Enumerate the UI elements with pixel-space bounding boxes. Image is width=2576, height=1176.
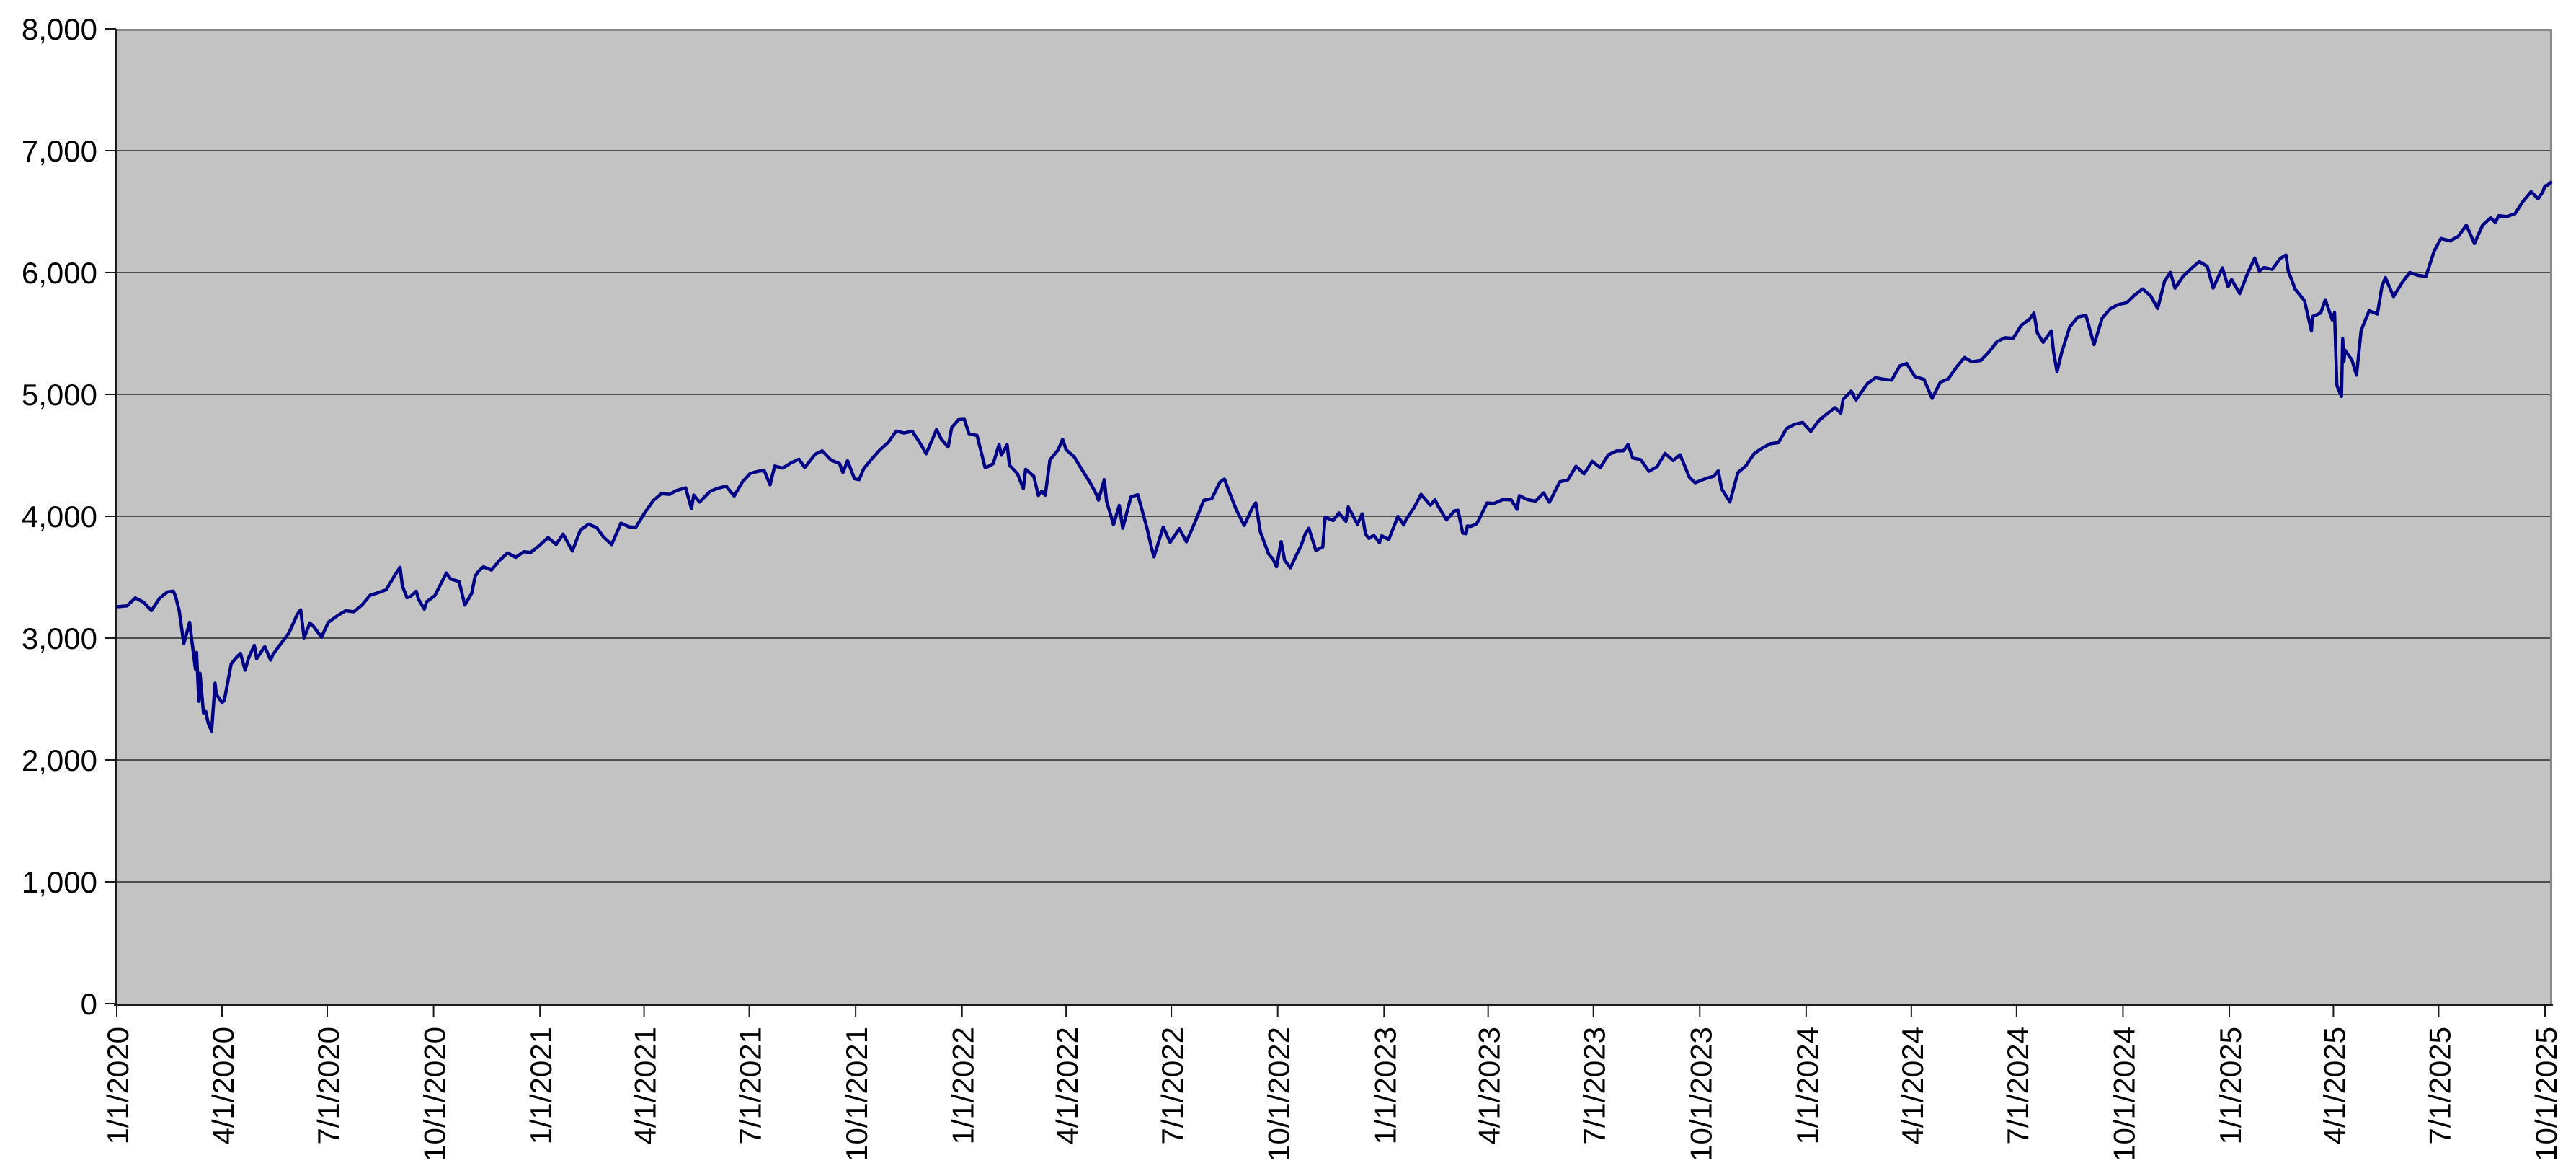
x-tick-label: 10/1/2022 — [1262, 1027, 1296, 1162]
x-tick-label: 10/1/2025 — [2529, 1027, 2563, 1162]
y-tick-label: 8,000 — [22, 12, 97, 46]
x-tick-label: 4/1/2025 — [2317, 1027, 2351, 1145]
y-tick-label: 1,000 — [22, 865, 97, 899]
x-tick-label: 1/1/2020 — [101, 1027, 135, 1145]
x-tick-label: 1/1/2025 — [2213, 1027, 2247, 1145]
x-tick-label: 7/1/2025 — [2422, 1027, 2456, 1145]
y-tick-label: 3,000 — [22, 622, 97, 655]
x-tick-label: 7/1/2022 — [1155, 1027, 1189, 1145]
y-tick-label: 5,000 — [22, 378, 97, 412]
x-tick-label: 10/1/2021 — [840, 1027, 874, 1162]
x-tick-label: 7/1/2023 — [1578, 1027, 1612, 1145]
x-tick-label: 7/1/2021 — [734, 1027, 768, 1145]
x-tick-label: 4/1/2024 — [1896, 1027, 1929, 1145]
price-line — [116, 180, 2553, 733]
x-tick-label: 4/1/2020 — [206, 1027, 240, 1145]
x-tick-label: 1/1/2024 — [1790, 1027, 1824, 1145]
y-tick-label: 6,000 — [22, 256, 97, 290]
y-tick-label: 7,000 — [22, 134, 97, 168]
x-tick-label: 7/1/2020 — [311, 1027, 345, 1145]
x-tick-label: 10/1/2023 — [1684, 1027, 1718, 1162]
x-tick-label: 7/1/2024 — [2001, 1027, 2035, 1145]
x-tick-label: 10/1/2020 — [418, 1027, 452, 1162]
x-tick-label: 4/1/2022 — [1050, 1027, 1084, 1145]
x-tick-label: 10/1/2024 — [2107, 1027, 2141, 1162]
y-tick-label: 0 — [81, 987, 97, 1021]
y-tick-label: 4,000 — [22, 500, 97, 534]
x-tick-label: 1/1/2023 — [1368, 1027, 1402, 1145]
x-tick-label: 4/1/2023 — [1473, 1027, 1506, 1145]
x-tick-label: 1/1/2021 — [524, 1027, 558, 1145]
x-tick-label: 4/1/2021 — [629, 1027, 662, 1145]
x-tick-label: 1/1/2022 — [946, 1027, 980, 1145]
y-tick-label: 2,000 — [22, 743, 97, 777]
